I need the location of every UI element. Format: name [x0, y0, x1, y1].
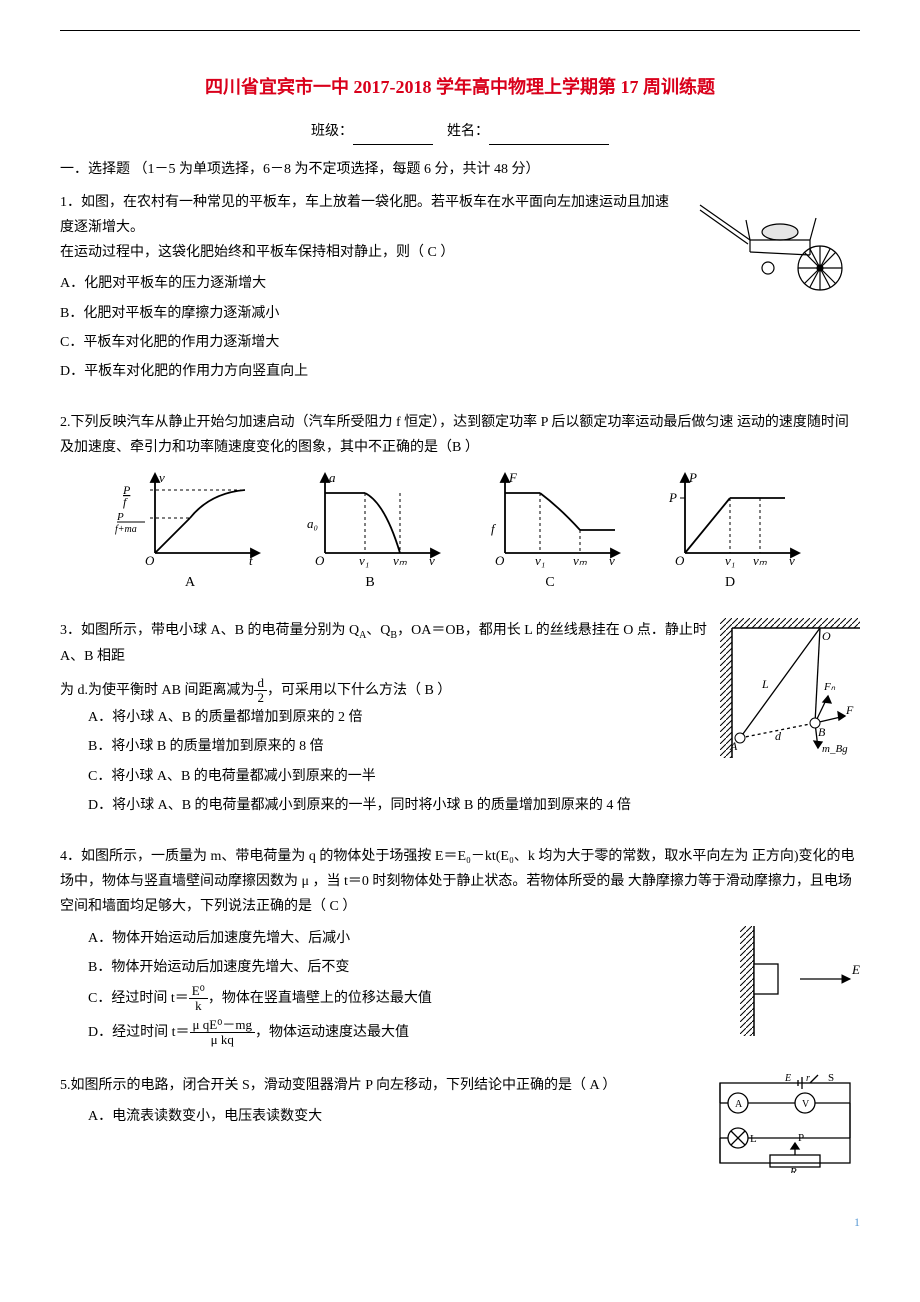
svg-text:v: v	[609, 553, 615, 568]
svg-text:a₀: a₀	[307, 516, 318, 531]
svg-text:B: B	[818, 725, 826, 739]
svg-text:L: L	[761, 677, 769, 691]
svg-text:f: f	[123, 495, 128, 509]
svg-text:E: E	[851, 962, 860, 977]
name-label: 姓名：	[447, 124, 489, 139]
q3-opt-c: C．将小球 A、B 的电荷量都减小到原来的一半	[88, 764, 860, 789]
page-number: 1	[60, 1212, 860, 1234]
svg-text:O: O	[675, 553, 685, 568]
q1-opt-d: D．平板车对化肥的作用力方向竖直向上	[60, 359, 860, 384]
svg-text:f+ma: f+ma	[115, 524, 137, 535]
svg-text:O: O	[315, 553, 325, 568]
svg-text:F: F	[845, 703, 854, 717]
question-4: 4．如图所示，一质量为 m、带电荷量为 q 的物体处于场强按 E＝E₀－kt(E…	[60, 844, 860, 1051]
svg-text:m_Bg: m_Bg	[822, 743, 848, 755]
svg-text:v: v	[429, 553, 435, 568]
name-blank	[489, 129, 609, 145]
question-2: 2.下列反映汽车从静止开始匀加速启动（汽车所受阻力 f 恒定），达到额定功率 P…	[60, 410, 860, 596]
page-title: 四川省宜宾市一中 2017-2018 学年高中物理上学期第 17 周训练题	[60, 71, 860, 103]
svg-text:A: A	[729, 739, 738, 753]
svg-text:P: P	[688, 470, 697, 485]
svg-text:d: d	[775, 729, 782, 743]
q2-text: 2.下列反映汽车从静止开始匀加速启动（汽车所受阻力 f 恒定），达到额定功率 P…	[60, 410, 860, 460]
student-info-line: 班级： 姓名：	[60, 119, 860, 144]
svg-text:vₘ: vₘ	[573, 553, 588, 568]
svg-text:v₁: v₁	[535, 553, 545, 568]
svg-text:A: A	[735, 1099, 743, 1110]
question-3: O L Fₙ F d A B m_Bg 3．如图所示，带电小球 A、B 的电荷量…	[60, 618, 860, 822]
svg-text:P: P	[668, 490, 677, 505]
svg-text:a: a	[329, 470, 336, 485]
q3-figure: O L Fₙ F d A B m_Bg	[720, 618, 860, 767]
section-1-header: 一．选择题 （1－5 为单项选择，6－8 为不定项选择，每题 6 分，共计 48…	[60, 157, 860, 182]
q2-graph-c: F f O v₁ vₘ v C	[475, 468, 625, 595]
q3-opt-d: D．将小球 A、B 的电荷量都减小到原来的一半，同时将小球 B 的质量增加到原来…	[88, 793, 860, 818]
q1-opt-c: C．平板车对化肥的作用力逐渐增大	[60, 330, 860, 355]
svg-text:v: v	[789, 553, 795, 568]
svg-text:F: F	[508, 470, 518, 485]
svg-text:v: v	[159, 470, 165, 485]
svg-text:O: O	[145, 553, 155, 568]
svg-text:r: r	[806, 1073, 810, 1084]
svg-text:Fₙ: Fₙ	[823, 681, 836, 693]
svg-text:O: O	[495, 553, 505, 568]
class-label: 班级：	[311, 124, 353, 139]
class-blank	[353, 129, 433, 145]
q2-graph-a: v P f P f+ma O t A	[115, 468, 265, 595]
svg-text:t: t	[249, 553, 253, 568]
svg-text:vₘ: vₘ	[753, 553, 768, 568]
svg-text:P: P	[798, 1132, 804, 1144]
svg-text:V: V	[802, 1099, 810, 1110]
q1-figure-cart	[690, 190, 860, 309]
svg-text:O: O	[822, 629, 831, 643]
question-5: A V L P R S E r 5.如图所示的电路，闭合开关 S，滑动变阻器滑片…	[60, 1073, 860, 1182]
q2-graph-b: a a₀ O v₁ vₘ v B	[295, 468, 445, 595]
svg-text:P: P	[116, 511, 124, 523]
q5-figure-circuit: A V L P R S E r	[710, 1073, 860, 1182]
svg-text:L: L	[750, 1133, 757, 1145]
q2-graph-d: P P O v₁ vₘ v D	[655, 468, 805, 595]
page-top-rule	[60, 30, 860, 31]
svg-text:v₁: v₁	[725, 553, 735, 568]
q4-text: 4．如图所示，一质量为 m、带电荷量为 q 的物体处于场强按 E＝E₀－kt(E…	[60, 844, 860, 920]
svg-text:v₁: v₁	[359, 553, 369, 568]
svg-text:E: E	[784, 1073, 791, 1084]
svg-text:f: f	[491, 521, 497, 536]
q4-figure: E	[740, 926, 860, 1045]
svg-text:vₘ: vₘ	[393, 553, 408, 568]
svg-text:S: S	[828, 1073, 834, 1084]
q2-graph-row: v P f P f+ma O t A	[100, 468, 820, 595]
svg-text:R: R	[789, 1166, 797, 1173]
question-1: 1．如图，在农村有一种常见的平板车，车上放着一袋化肥。若平板车在水平面向左加速运…	[60, 190, 860, 388]
